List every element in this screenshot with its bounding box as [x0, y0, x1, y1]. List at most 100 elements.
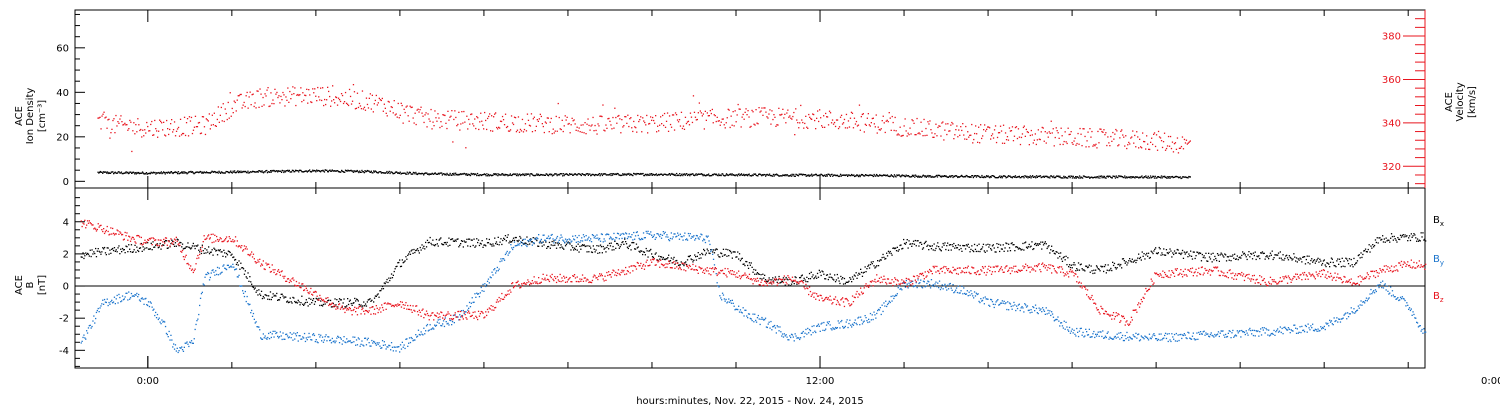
data-point — [1113, 138, 1115, 140]
data-point — [160, 120, 162, 123]
data-point — [1020, 136, 1023, 139]
data-point — [995, 177, 997, 179]
data-point — [371, 299, 373, 301]
data-point — [706, 174, 708, 176]
data-point — [470, 302, 472, 304]
data-point — [804, 122, 806, 125]
data-point — [211, 269, 213, 272]
data-point — [1018, 247, 1020, 249]
data-point — [128, 172, 130, 174]
data-point — [429, 120, 431, 122]
data-point — [1003, 142, 1006, 144]
data-point — [920, 121, 922, 123]
data-point — [926, 134, 928, 136]
data-point — [241, 171, 244, 173]
data-point — [428, 241, 430, 244]
data-point — [725, 173, 728, 175]
data-point — [338, 171, 340, 173]
data-point — [203, 126, 206, 128]
data-point — [620, 233, 622, 235]
data-point — [971, 245, 973, 247]
data-point — [883, 302, 885, 304]
data-point — [623, 233, 625, 235]
data-point — [809, 278, 812, 280]
data-point — [808, 175, 810, 177]
data-point — [771, 279, 773, 281]
data-point — [606, 174, 608, 176]
data-point — [727, 108, 729, 110]
data-point — [343, 171, 345, 173]
data-point — [1320, 260, 1322, 262]
data-point — [379, 290, 381, 292]
data-point — [555, 173, 557, 175]
data-point — [1092, 272, 1094, 275]
data-point — [821, 322, 823, 324]
data-point — [348, 340, 351, 342]
data-point — [467, 309, 469, 311]
data-point — [498, 173, 500, 175]
data-point — [1092, 177, 1094, 179]
data-point — [554, 173, 556, 175]
data-point — [248, 304, 250, 306]
data-point — [104, 301, 107, 303]
data-point — [310, 339, 312, 341]
data-point — [134, 173, 136, 175]
data-point — [454, 110, 456, 112]
data-point — [711, 108, 713, 111]
data-point — [131, 172, 134, 174]
data-point — [417, 329, 420, 331]
data-point — [668, 173, 671, 175]
data-point — [340, 93, 343, 95]
data-point — [452, 141, 454, 143]
data-point — [1143, 140, 1145, 143]
data-point — [312, 299, 314, 302]
data-point — [761, 278, 763, 280]
data-point — [374, 342, 377, 345]
data-point — [767, 280, 769, 282]
data-point — [144, 172, 146, 175]
data-point — [642, 251, 645, 253]
data-point — [179, 172, 181, 174]
data-point — [349, 299, 351, 301]
data-point — [615, 173, 618, 176]
data-point — [290, 301, 292, 303]
data-point — [889, 250, 891, 253]
data-point — [147, 301, 150, 303]
data-point — [785, 175, 787, 177]
data-point — [320, 334, 322, 336]
data-point — [745, 260, 747, 263]
data-point — [1156, 149, 1159, 151]
data-point — [454, 239, 456, 241]
data-point — [302, 303, 304, 305]
data-point — [703, 239, 706, 241]
data-point — [267, 298, 269, 300]
data-point — [576, 174, 579, 176]
data-point — [889, 301, 891, 304]
data-point — [1155, 247, 1157, 249]
data-point — [1115, 268, 1117, 270]
data-point — [444, 317, 446, 319]
data-point — [201, 116, 204, 118]
data-point — [676, 172, 678, 175]
data-point — [116, 125, 118, 127]
data-point — [501, 173, 503, 175]
data-point — [768, 321, 770, 323]
data-point — [798, 337, 800, 339]
data-point — [373, 103, 375, 105]
data-point — [422, 115, 424, 117]
data-point — [823, 115, 825, 117]
data-point — [1176, 137, 1179, 139]
data-point — [525, 244, 527, 246]
data-point — [499, 127, 501, 129]
data-point — [242, 267, 244, 269]
data-point — [649, 233, 651, 235]
data-point — [993, 175, 995, 177]
data-point — [645, 124, 647, 126]
data-point — [477, 293, 479, 295]
data-point — [1013, 135, 1016, 137]
data-point — [435, 173, 437, 175]
data-point — [745, 108, 747, 110]
data-point — [1114, 177, 1117, 179]
data-point — [212, 254, 214, 256]
data-point — [845, 113, 848, 116]
